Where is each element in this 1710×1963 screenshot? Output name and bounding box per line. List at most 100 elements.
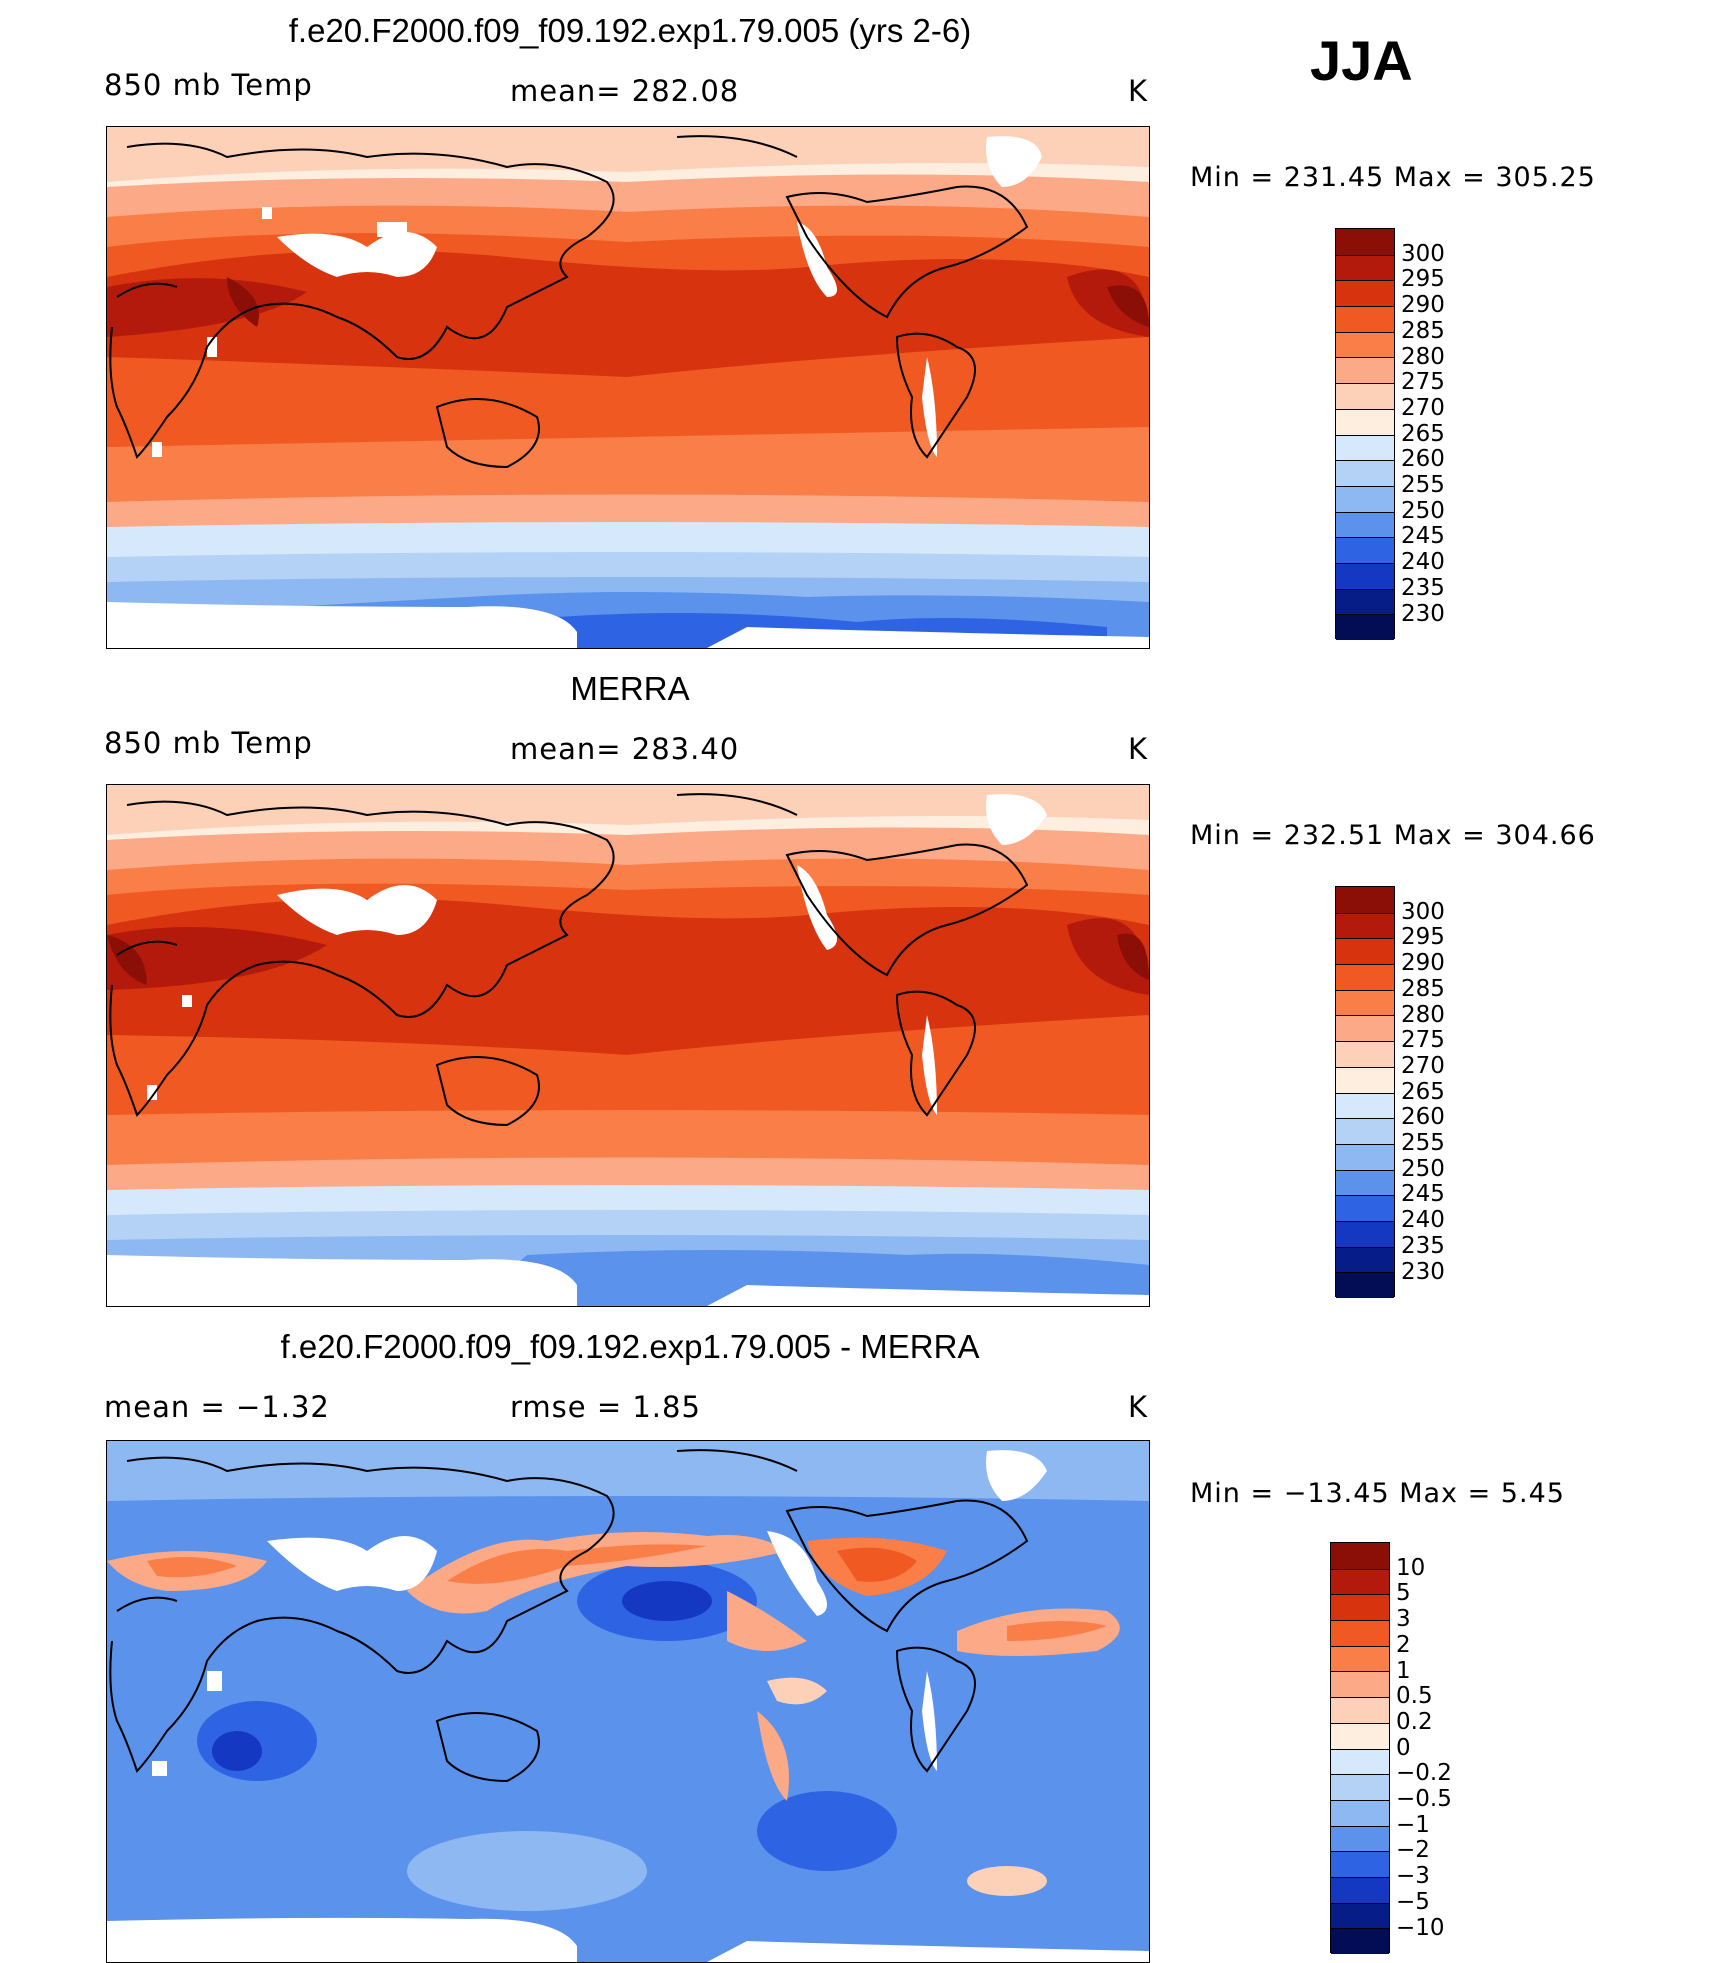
colorbar-swatch [1336,511,1394,538]
colorbar-swatch [1336,1169,1394,1196]
colorbar-tick-label: −10 [1396,1914,1445,1941]
panel-2-variable: 850 mb Temp [104,726,313,760]
colorbar-swatch [1336,485,1394,512]
colorbar-tick-label: −3 [1396,1863,1430,1890]
colorbar-tick-label: 290 [1401,950,1445,977]
panel-3-title: f.e20.F2000.f09_f09.192.exp1.79.005 - ME… [280,1328,980,1365]
panel-1-stats: mean= 282.08 [510,74,740,108]
colorbar-swatch [1336,357,1394,384]
colorbar-swatch [1336,588,1394,615]
colorbar-tick-label: 280 [1401,343,1445,370]
colorbar-swatch [1336,1015,1394,1042]
colorbar-tick-label: 245 [1401,523,1445,550]
panel-3-mean: mean = −1.32 [104,1390,330,1424]
colorbar-swatch [1336,1118,1394,1144]
colorbar-swatch [1331,1851,1389,1877]
panel-2-title: MERRA [570,670,690,707]
colorbar-swatch [1331,1825,1389,1852]
colorbar-swatch [1331,1774,1389,1800]
panel-2-units: K [1128,732,1149,766]
colorbar-tick-label: 230 [1401,600,1445,627]
colorbar-swatch [1336,331,1394,358]
panel-1-variable: 850 mb Temp [104,68,313,102]
panel-2-stats: mean= 283.40 [510,732,740,766]
colorbar-swatch [1336,229,1394,255]
colorbar-swatches [1330,1542,1390,1954]
colorbar-swatch [1331,1799,1389,1826]
colorbar-tick-label: 250 [1401,497,1445,524]
colorbar-swatch [1336,562,1394,589]
colorbar-tick-label: 265 [1401,420,1445,447]
colorbar-swatch [1331,1722,1389,1749]
colorbar-tick-label: 0.2 [1396,1708,1433,1735]
colorbar-swatch [1336,460,1394,486]
colorbar-swatch [1336,1143,1394,1170]
panel-2-minmax: Min = 232.51 Max = 304.66 [1190,820,1596,851]
colorbar-swatch [1336,408,1394,435]
season-label: JJA [1310,29,1413,92]
colorbar-swatch [1336,383,1394,409]
colorbar-swatch [1336,912,1394,939]
colorbar-tick-label: −0.2 [1396,1760,1452,1787]
colorbar-tick-label: 280 [1401,1001,1445,1028]
colorbar-tick-label: 235 [1401,574,1445,601]
colorbar-swatch [1336,1195,1394,1221]
colorbar-tick-label: 1 [1396,1657,1411,1684]
colorbar-tick-label: 240 [1401,1207,1445,1234]
panel-3-rmse: rmse = 1.85 [510,1390,701,1424]
panel-2-map [106,784,1150,1307]
panel-1-map [106,126,1150,649]
colorbar-swatch [1336,1092,1394,1119]
colorbar-swatch [1336,1220,1394,1247]
colorbar-swatch [1336,254,1394,281]
colorbar-tick-label: 300 [1401,898,1445,925]
colorbar-swatch [1336,434,1394,461]
colorbar-swatch [1331,1928,1389,1954]
colorbar-tick-label: −1 [1396,1811,1430,1838]
colorbar-tick-label: 5 [1396,1580,1411,1607]
colorbar-tick-label: 285 [1401,317,1445,344]
colorbar-swatch [1336,537,1394,563]
panel-1-title: f.e20.F2000.f09_f09.192.exp1.79.005 (yrs… [288,12,972,49]
colorbar-swatch [1336,306,1394,332]
colorbar-tick-label: 300 [1401,240,1445,267]
colorbar-swatch [1336,938,1394,965]
colorbar-tick-label: 270 [1401,394,1445,421]
colorbar-tick-label: 295 [1401,266,1445,293]
colorbar-swatch [1331,1620,1389,1646]
colorbar-swatch [1331,1568,1389,1595]
colorbar-tick-label: 295 [1401,924,1445,951]
colorbar-tick-label: −5 [1396,1888,1430,1915]
colorbar-tick-label: 245 [1401,1181,1445,1208]
panel-3-map [106,1440,1150,1963]
colorbar-tick-label: −2 [1396,1837,1430,1864]
colorbar-swatch [1331,1748,1389,1775]
colorbar-tick-label: 230 [1401,1258,1445,1285]
colorbar-tick-label: −0.5 [1396,1786,1452,1812]
colorbar-tick-label: 240 [1401,549,1445,576]
panel-1-minmax: Min = 231.45 Max = 305.25 [1190,162,1596,193]
colorbar-tick-label: 275 [1401,1027,1445,1054]
colorbar-tick-label: 0.5 [1396,1683,1433,1710]
colorbar-tick-label: 290 [1401,292,1445,319]
colorbar-swatch [1336,1272,1394,1298]
colorbar-swatch [1331,1671,1389,1698]
colorbar-swatches [1335,228,1395,640]
colorbar-swatch [1336,964,1394,990]
colorbar-tick-label: 250 [1401,1155,1445,1182]
panel-3-minmax: Min = −13.45 Max = 5.45 [1190,1478,1565,1509]
colorbar-tick-label: 10 [1396,1554,1426,1581]
colorbar-swatch [1331,1876,1389,1903]
colorbar-swatch [1336,1041,1394,1067]
colorbar-swatch [1331,1594,1389,1621]
colorbar-swatch [1336,1066,1394,1093]
colorbar-swatches [1335,886,1395,1298]
colorbar-swatch [1336,989,1394,1016]
panel-1-units: K [1128,74,1149,108]
colorbar-tick-label: 275 [1401,369,1445,396]
colorbar-tick-label: 260 [1401,1104,1445,1131]
colorbar-swatch [1336,280,1394,307]
colorbar-tick-label: 3 [1396,1606,1411,1633]
colorbar-tick-label: 285 [1401,975,1445,1002]
colorbar-swatch [1331,1902,1389,1929]
